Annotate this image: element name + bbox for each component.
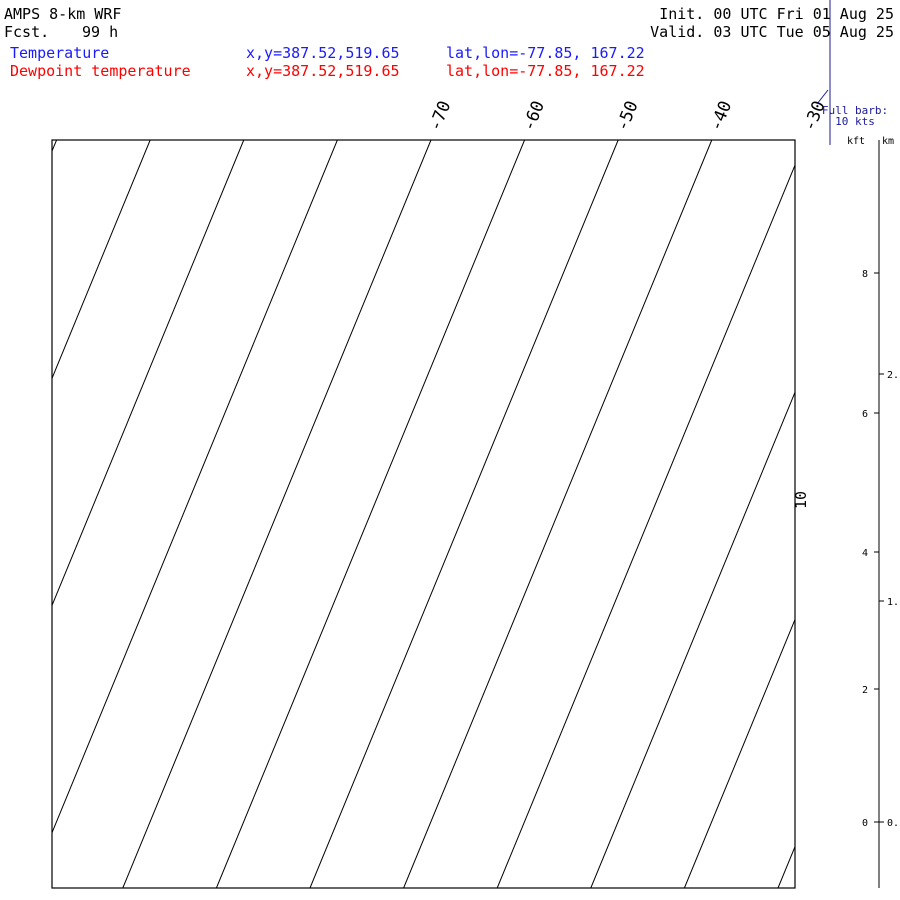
temperature-tick-group: -40	[706, 98, 736, 134]
km-tick-label: 2.	[887, 370, 899, 381]
temperature-tick-label: -40	[706, 98, 736, 134]
temperature-tick-label: -70	[425, 98, 455, 134]
grid-xy-red: x,y=387.52,519.65	[246, 62, 400, 80]
isotherm-line	[496, 163, 795, 888]
km-label: km	[882, 136, 894, 147]
isotherm-line	[52, 140, 58, 153]
isotherm-line	[403, 140, 713, 888]
dewpoint-legend: Dewpoint temperature	[10, 62, 191, 80]
kft-tick-label: 8	[862, 269, 868, 280]
init-time: Init. 00 UTC Fri 01 Aug 25	[659, 5, 894, 23]
temperature-tick-group: -70	[425, 98, 455, 134]
barb-legend-line1: Full barb:	[822, 104, 888, 117]
barb-legend-line2: 10 kts	[835, 115, 875, 128]
isotherm-10-label: 10	[792, 491, 810, 509]
isotherm-line	[777, 845, 795, 888]
temperature-tick-label: -60	[519, 98, 549, 134]
latlon-blue: lat,lon=-77.85, 167.22	[446, 44, 645, 62]
isotherm-line	[683, 618, 795, 888]
kft-tick-label: 0	[862, 818, 868, 829]
temperature-tick-group: -60	[519, 98, 549, 134]
model-title: AMPS 8-km WRF	[4, 5, 122, 23]
plot-border	[51, 139, 796, 889]
latlon-red: lat,lon=-77.85, 167.22	[446, 62, 645, 80]
temperature-tick-group: -20	[893, 98, 900, 134]
isotherm-line	[52, 140, 151, 380]
kft-tick-label: 2	[862, 685, 868, 696]
forecast-label: Fcst.	[4, 23, 50, 41]
kft-tick-label: 4	[862, 548, 868, 559]
isotherm-line	[52, 140, 338, 834]
valid-time: Valid. 03 UTC Tue 05 Aug 25	[650, 23, 894, 41]
grid-xy-blue: x,y=387.52,519.65	[246, 44, 400, 62]
isotherm-line	[122, 140, 432, 888]
temperature-tick-label: -50	[613, 98, 643, 134]
isotherm-line	[309, 140, 619, 888]
temperature-tick-group: -50	[613, 98, 643, 134]
isotherm-line	[215, 140, 526, 888]
kft-tick-label: 6	[862, 409, 868, 420]
temperature-tick-label: -20	[893, 98, 900, 134]
temperature-legend: Temperature	[10, 44, 110, 62]
km-tick-label: 1.	[887, 597, 899, 608]
km-tick-label: 0.	[887, 818, 899, 829]
kft-label: kft	[847, 136, 865, 147]
forecast-hours: 99 h	[82, 23, 119, 41]
barb-legend-staff	[816, 89, 829, 105]
frame	[51, 139, 796, 889]
isotherm-10-group: 10	[792, 491, 810, 509]
isotherm-line	[52, 140, 245, 607]
isotherm-line	[590, 391, 795, 888]
isotherm-line	[872, 140, 900, 888]
